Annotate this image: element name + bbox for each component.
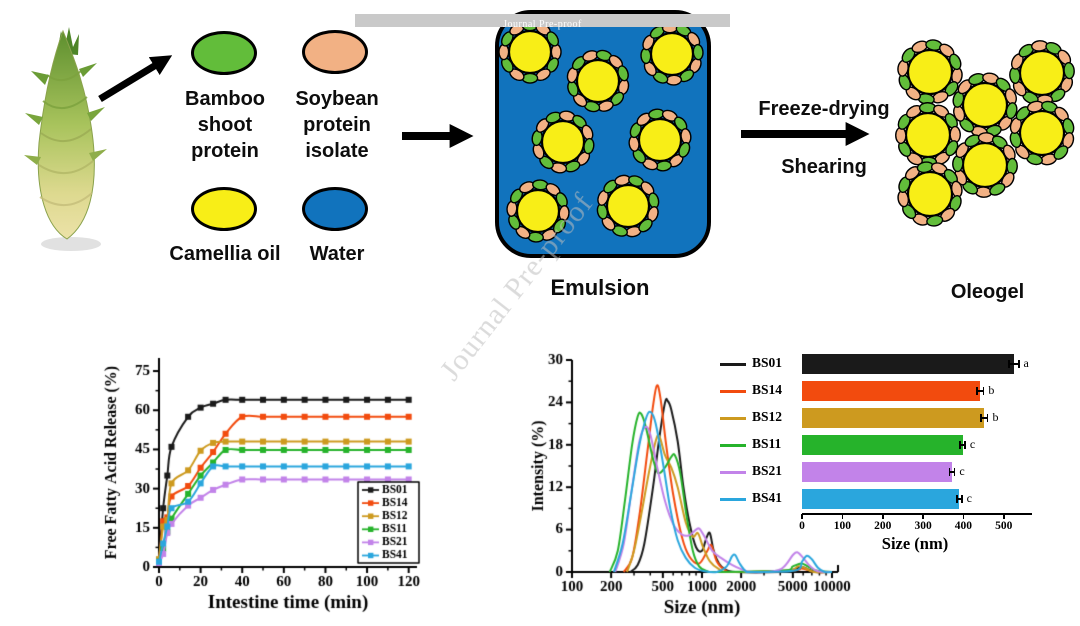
bar-BS21 — [802, 462, 953, 482]
error-cap-right-BS12 — [986, 414, 989, 422]
error-bar-BS14 — [976, 390, 985, 392]
oleogel-droplet — [1009, 40, 1075, 106]
camellia-oil-ellipse — [191, 187, 257, 231]
sig-letter-BS21: c — [959, 464, 965, 478]
emulsion-label: Emulsion — [550, 275, 650, 300]
bamboo-shoot-protein-ellipse — [191, 31, 257, 75]
error-bar-BS21 — [948, 471, 956, 473]
error-cap-right-BS14 — [982, 387, 985, 395]
error-cap-left-BS21 — [948, 468, 951, 476]
bar-axis-tick-label: 100 — [833, 520, 851, 532]
sig-letter-BS01: a — [1023, 356, 1029, 370]
bar-axis-title: Size (nm) — [881, 534, 949, 553]
error-cap-left-BS11 — [959, 441, 961, 449]
error-cap-right-BS21 — [953, 468, 956, 476]
bar-axis-tick — [841, 514, 844, 519]
legend-label-BS14: BS14 — [752, 382, 783, 397]
error-cap-left-BS12 — [980, 414, 982, 422]
bamboo-shoot-protein-label: Bamboo shoot protein — [185, 88, 265, 162]
legend-line-BS01 — [720, 362, 746, 366]
bar-axis-tick-label: 400 — [954, 520, 973, 532]
bar-axis-tick-label: 200 — [874, 520, 892, 532]
legend-line-BS14 — [720, 389, 746, 393]
bamboo-shoot-image — [24, 27, 107, 251]
bar-axis-tick — [881, 514, 884, 519]
error-bar-BS01 — [1008, 363, 1020, 365]
sig-letter-BS11: c — [969, 437, 976, 451]
error-cap-right-BS01 — [1017, 360, 1020, 368]
bar-BS01 — [802, 354, 1014, 374]
bar-axis-tick — [801, 514, 803, 519]
emulsion-container — [495, 10, 711, 258]
error-cap-right-BS11 — [964, 441, 966, 449]
error-cap-left-BS14 — [976, 387, 978, 395]
bar-axis-tick-label: 300 — [914, 520, 932, 532]
water-label: Water — [309, 243, 365, 265]
freeze-drying-label: Freeze-drying — [758, 98, 890, 120]
legend-line-BS41 — [720, 497, 746, 501]
error-cap-left-BS41 — [956, 495, 958, 503]
bar-axis-tick-label: 500 — [995, 520, 1013, 532]
shearing-label: Shearing — [781, 156, 867, 178]
error-bar-BS11 — [959, 444, 966, 446]
error-cap-left-BS01 — [1008, 360, 1010, 368]
legend-label-BS01: BS01 — [752, 355, 783, 370]
legend-label-BS21: BS21 — [752, 463, 783, 478]
bar-BS11 — [802, 435, 963, 455]
bar-BS12 — [802, 408, 985, 428]
legend-label-BS41: BS41 — [752, 490, 783, 505]
journal-preproof-bar-text: Journal Pre-proof — [503, 19, 582, 30]
bar-axis-tick — [962, 514, 965, 519]
sig-letter-BS14: b — [988, 383, 995, 397]
oleogel-droplet — [952, 72, 1018, 138]
oleogel-label: Oleogel — [950, 281, 1025, 303]
camellia-oil-label: Camellia oil — [169, 243, 281, 265]
bar-axis — [802, 513, 1032, 515]
legend-line-BS11 — [720, 443, 746, 447]
ffa-release-chart — [78, 330, 498, 626]
water-ellipse — [302, 187, 368, 231]
sig-letter-BS41: c — [966, 491, 972, 505]
error-bar-BS12 — [980, 417, 989, 419]
bar-axis-tick — [1002, 514, 1005, 519]
bar-axis-tick — [922, 514, 924, 519]
oleogel-droplet — [952, 132, 1018, 198]
bar-axis-tick-label: 0 — [799, 520, 805, 532]
soybean-protein-isolate-label: Soybean protein isolate — [295, 88, 379, 162]
journal-preproof-bar: Journal Pre-proof — [355, 14, 730, 30]
legend-line-BS21 — [720, 470, 746, 474]
legend-line-BS12 — [720, 416, 746, 420]
bar-BS14 — [802, 381, 981, 401]
sig-letter-BS12: b — [992, 410, 999, 424]
bar-BS41 — [802, 489, 960, 509]
error-cap-right-BS41 — [961, 495, 963, 503]
oleogel-droplet — [1009, 100, 1075, 166]
legend-label-BS12: BS12 — [752, 409, 783, 424]
mean-size-bar-chart: BS01 a BS14 b BS12 b BS11 c BS21 c BS41 c 0 100 200 300… — [712, 346, 1080, 558]
error-bar-BS41 — [956, 498, 963, 500]
soybean-protein-isolate-ellipse — [302, 30, 368, 74]
legend-label-BS11: BS11 — [752, 436, 782, 451]
